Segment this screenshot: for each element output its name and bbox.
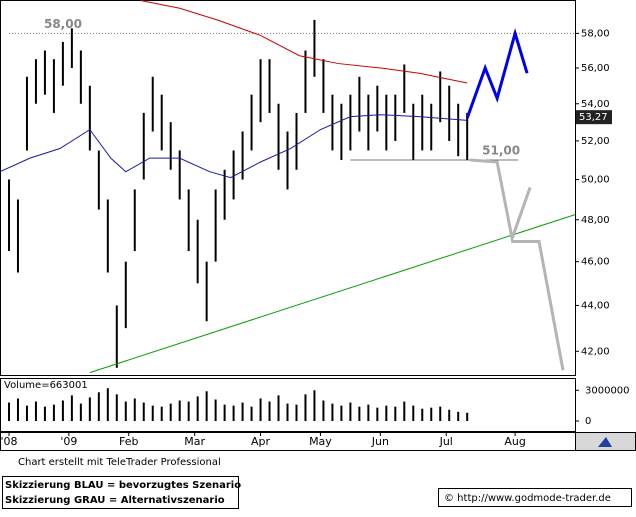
legend-box (2, 476, 239, 509)
line (0, 114, 468, 179)
volume-panel (0, 378, 576, 432)
x-tick-label: Apr (251, 435, 271, 448)
volume-label: Volume=663001 (4, 380, 88, 391)
line (470, 158, 532, 245)
last-price-label: 53,27 (579, 112, 608, 123)
y-tick-label: 58,00 (581, 28, 610, 39)
x-tick-label: Feb (119, 435, 138, 448)
y-tick-label: 54,00 (581, 99, 610, 110)
x-tick-label: May (309, 435, 332, 448)
source-box[interactable] (438, 488, 632, 507)
line (140, 0, 468, 84)
x-tick-label: Jul (439, 435, 453, 448)
y-tick-label: 0 (585, 416, 591, 427)
level-label: 51,00 (482, 144, 520, 158)
y-tick-label: 3000000 (585, 385, 630, 396)
tool-icon-glyph (598, 437, 612, 447)
x-tick-label: Mar (184, 435, 205, 448)
y-tick-label: 52,00 (581, 136, 610, 147)
y-tick-label: 50,00 (581, 175, 610, 186)
y-tick-label: 48,00 (581, 215, 610, 226)
y-tick-label: 42,00 (581, 346, 610, 357)
credit: Chart erstellt mit TeleTrader Profession… (18, 457, 221, 468)
y-tick-label: 46,00 (581, 257, 610, 268)
legend-blue: Skizzierung BLAU = bevorzugtes Szenario (5, 480, 241, 491)
source[interactable]: © http://www.godmode-trader.de (444, 493, 611, 504)
line (512, 240, 565, 371)
x-tick-label: Aug (504, 435, 525, 448)
legend-gray: Skizzierung GRAU = Alternativszenario (5, 495, 225, 506)
x-tick-label: Jun (371, 435, 389, 448)
x-tick-label: '09 (60, 435, 77, 448)
line (465, 27, 529, 119)
level-label: 58,00 (44, 17, 82, 31)
line (89, 214, 576, 374)
y-tick-label: 44,00 (581, 300, 610, 311)
last-price-box (576, 110, 612, 125)
x-tick-label: '08 (0, 435, 17, 448)
y-tick-label: 56,00 (581, 63, 610, 74)
